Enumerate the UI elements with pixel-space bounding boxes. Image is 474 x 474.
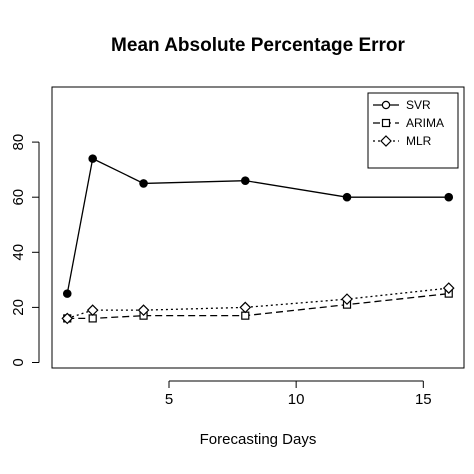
legend: SVR ARIMA MLR: [367, 92, 459, 169]
y-tick-label: 0: [10, 358, 27, 366]
series-layer: [61, 154, 455, 325]
legend-label-svr: SVR: [406, 98, 431, 112]
series-line-arima: [67, 292, 449, 320]
y-tick-label: 20: [10, 299, 27, 316]
data-point-mlr: [61, 312, 74, 325]
y-tick-label: 40: [10, 244, 27, 261]
data-point-svr: [88, 154, 97, 163]
legend-marker-svr: [381, 100, 391, 110]
legend-label-arima: ARIMA: [406, 116, 444, 130]
y-axis: 0 20 40 60 80: [10, 134, 40, 367]
data-point-mlr: [341, 293, 353, 305]
plot-frame: [51, 86, 465, 369]
x-tick-label: 10: [288, 391, 305, 408]
series-line-svr: [66, 157, 449, 294]
data-point-svr: [62, 289, 72, 298]
legend-label-mlr: MLR: [406, 134, 432, 148]
data-point-svr: [342, 192, 352, 202]
x-tick-label: 5: [165, 391, 173, 408]
legend-marker-arima: [381, 118, 391, 128]
y-tick-label: 80: [10, 134, 27, 151]
data-point-svr: [139, 179, 148, 188]
chart-title: Mean Absolute Percentage Error: [111, 35, 405, 56]
x-axis: 5 10 15: [165, 380, 432, 408]
data-point-svr: [444, 192, 454, 202]
data-point-mlr: [86, 304, 99, 316]
data-point-mlr: [239, 301, 252, 314]
data-point-mlr: [442, 282, 455, 294]
data-point-svr: [240, 176, 250, 185]
x-tick-label: 15: [415, 391, 432, 408]
y-tick-label: 60: [10, 189, 27, 206]
x-axis-title: Forecasting Days: [200, 431, 317, 448]
legend-marker-mlr: [380, 135, 392, 147]
data-point-mlr: [137, 304, 150, 316]
